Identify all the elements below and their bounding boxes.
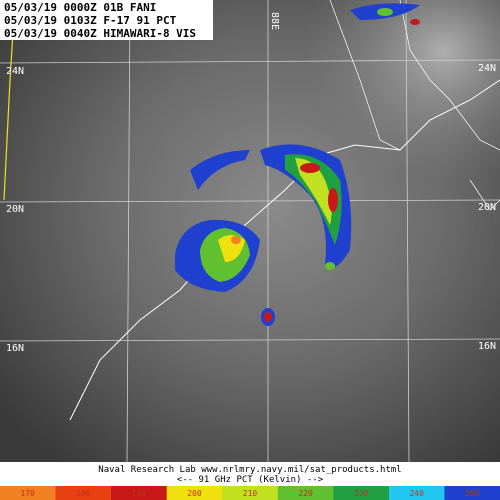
colorbar-swatch (222, 486, 279, 500)
colorbar-swatch (55, 486, 112, 500)
legend-title: <-- 91 GHz PCT (Kelvin) --> (177, 475, 324, 485)
lat-label: 20N (6, 204, 24, 215)
colorbar-label: 220 (298, 489, 313, 498)
colorbar-label: 210 (243, 489, 258, 498)
lat-label: 16N (6, 343, 24, 354)
colorbar-label: 190 (132, 489, 147, 498)
colorbar-swatch (166, 486, 223, 500)
colorbar-swatch (388, 486, 445, 500)
coastline (69, 79, 500, 421)
colorbar-label: 170 (21, 489, 36, 498)
colorbar-swatch (111, 486, 168, 500)
borders (329, 0, 500, 211)
colorbar-label: 230 (354, 489, 369, 498)
colorbar-label: 250 (465, 489, 480, 498)
lat-label: 24N (478, 63, 496, 74)
colorbar-label: 240 (409, 489, 424, 498)
credit: Naval Research Lab www.nrlmry.navy.mil/s… (98, 465, 401, 475)
header-box (0, 0, 213, 40)
colorbar-swatch (277, 486, 334, 500)
graticule (0, 0, 500, 463)
header-line: 05/03/19 0000Z 01B FANI (4, 1, 156, 14)
lat-label: 20N (478, 202, 496, 213)
colorbar-label: 180 (76, 489, 91, 498)
header-line: 05/03/19 0040Z HIMAWARI-8 VIS (4, 27, 196, 40)
colorbar: 170 180 190 200 210 220 230 240 250 (0, 486, 500, 500)
header-line: 05/03/19 0103Z F-17 91 PCT (4, 14, 177, 27)
colorbar-swatch (444, 486, 500, 500)
precipitation (175, 3, 420, 326)
lat-label: 16N (478, 341, 496, 352)
colorbar-swatch (333, 486, 390, 500)
colorbar-swatch (0, 486, 57, 500)
lat-label: 24N (6, 66, 24, 77)
cloud-cover (220, 0, 500, 260)
lon-label: 88E (269, 12, 280, 30)
colorbar-label: 200 (187, 489, 202, 498)
